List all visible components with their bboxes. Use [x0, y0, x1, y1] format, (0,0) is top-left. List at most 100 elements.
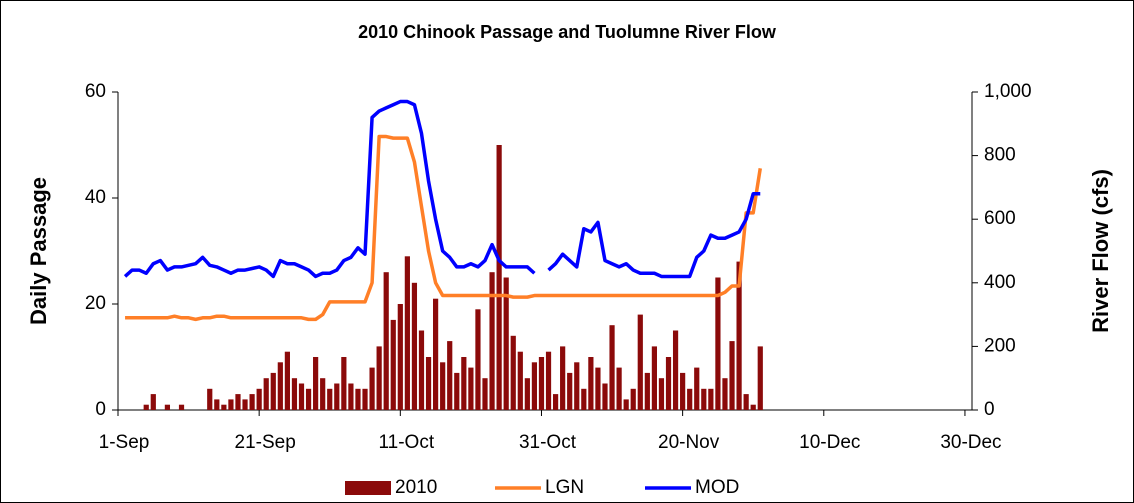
bar	[433, 298, 439, 410]
bar	[503, 277, 509, 410]
bar	[313, 357, 319, 410]
bar	[256, 388, 262, 410]
bar	[348, 383, 354, 410]
bar	[425, 357, 432, 410]
bar	[665, 357, 672, 410]
line	[547, 192, 761, 279]
bar	[461, 357, 467, 410]
y2-axis-title: River Flow (cfs)	[1088, 169, 1113, 333]
bar	[531, 362, 538, 410]
bar	[538, 357, 545, 410]
bar	[637, 314, 643, 410]
x-tick-label: 21-Sep	[235, 432, 296, 453]
bar	[341, 357, 347, 410]
legend-label: MOD	[695, 477, 739, 498]
y-tick-label: 0	[95, 399, 106, 420]
bar	[376, 346, 382, 410]
bar	[263, 378, 269, 410]
y2-tick-label: 0	[984, 399, 995, 420]
bar	[270, 372, 276, 410]
bar	[517, 351, 523, 410]
bar	[602, 383, 608, 410]
bar	[355, 388, 361, 410]
bar	[581, 388, 587, 410]
bar	[672, 330, 679, 410]
bar	[588, 357, 594, 410]
bar	[574, 362, 580, 410]
bar	[567, 372, 573, 410]
bar	[496, 145, 502, 410]
bar	[334, 383, 340, 410]
bar	[150, 394, 156, 410]
legend-label: 2010	[395, 477, 437, 498]
legend-swatch	[345, 481, 391, 495]
bar	[221, 404, 227, 410]
bar	[454, 372, 460, 410]
bar	[242, 399, 248, 410]
bar	[390, 319, 396, 410]
bar	[327, 388, 333, 410]
bar	[510, 335, 516, 410]
y-tick-label: 40	[85, 187, 106, 208]
bar	[595, 367, 601, 410]
bar	[743, 394, 749, 410]
line	[125, 134, 762, 322]
bar	[552, 394, 559, 410]
bar	[468, 367, 474, 410]
bar	[722, 378, 728, 410]
y2-tick-label: 1,000	[984, 81, 1032, 102]
bar	[305, 388, 312, 410]
bar	[383, 272, 389, 410]
y2-tick-label: 600	[984, 208, 1016, 229]
bar	[440, 362, 446, 410]
bar	[729, 341, 735, 410]
bar	[623, 399, 629, 410]
bar	[708, 388, 714, 410]
bar	[228, 399, 234, 410]
x-tick-label: 20-Nov	[658, 432, 720, 453]
x-tick-label: 30-Dec	[940, 432, 1001, 453]
bar	[411, 282, 418, 410]
x-tick-label: 31-Oct	[519, 432, 577, 453]
bar	[694, 367, 700, 410]
bar	[320, 378, 326, 410]
bar	[757, 346, 763, 410]
y2-tick-label: 800	[984, 145, 1016, 166]
bar	[715, 277, 721, 410]
bar	[418, 330, 425, 410]
bar	[545, 351, 552, 410]
bar	[560, 346, 566, 410]
bar	[291, 378, 298, 410]
legend-label: LGN	[545, 477, 584, 498]
bar	[736, 261, 742, 410]
bar	[616, 367, 622, 410]
bar	[178, 404, 185, 410]
bar	[651, 346, 657, 410]
bar	[207, 388, 213, 410]
x-tick-label: 10-Dec	[799, 432, 860, 453]
bar	[750, 404, 756, 410]
bar	[362, 388, 368, 410]
x-tick-label: 1-Sep	[99, 432, 150, 453]
bar	[701, 388, 707, 410]
bar	[214, 399, 220, 410]
bar	[404, 256, 410, 410]
bar	[609, 325, 615, 410]
y2-tick-label: 400	[984, 272, 1016, 293]
bar	[397, 304, 403, 410]
bar	[489, 272, 495, 410]
y2-tick-label: 200	[984, 335, 1016, 356]
bar	[687, 388, 693, 410]
bar	[680, 372, 686, 410]
bar	[249, 394, 255, 410]
y-tick-label: 20	[85, 293, 106, 314]
bar	[298, 383, 305, 410]
x-tick-label: 11-Oct	[379, 432, 435, 453]
bar	[644, 372, 650, 410]
bar	[164, 404, 171, 410]
y-tick-label: 60	[85, 81, 106, 102]
bar	[630, 388, 636, 410]
bar	[143, 404, 149, 410]
